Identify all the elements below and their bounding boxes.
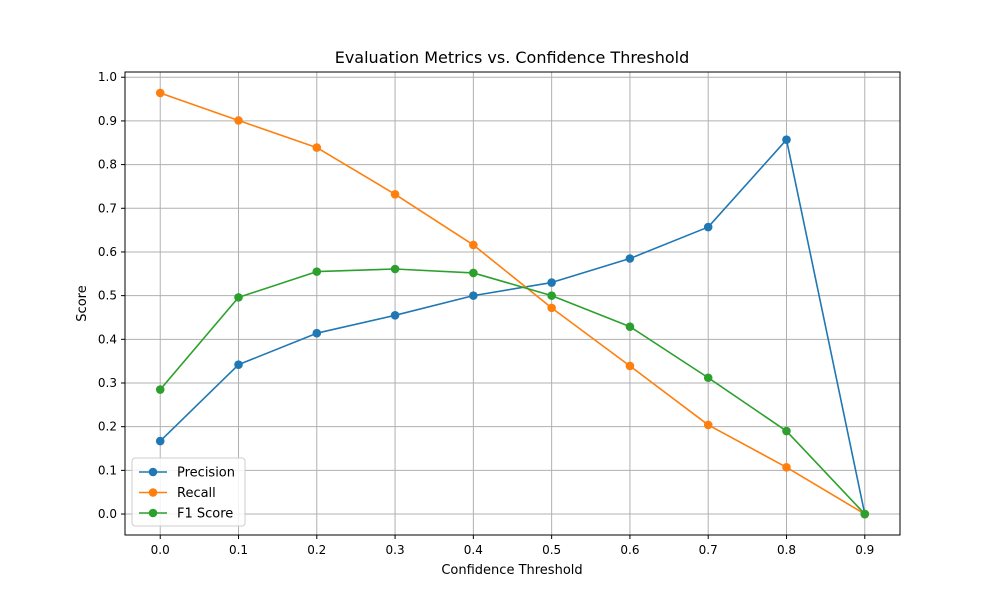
data-point-recall	[782, 462, 791, 472]
legend-marker-f1-score	[148, 508, 158, 518]
y-tick-label: 0.2	[98, 420, 117, 434]
data-point-f1-score	[155, 385, 165, 394]
legend-marker-precision	[148, 467, 158, 477]
y-tick-label: 0.1	[98, 463, 117, 477]
series-lines	[159, 92, 866, 515]
x-axis-label: Confidence Threshold	[441, 563, 582, 578]
x-tick-label: 0.2	[307, 543, 326, 557]
legend-label-recall: Recall	[177, 486, 216, 501]
series-markers	[155, 88, 870, 519]
data-point-precision	[782, 135, 791, 145]
data-point-f1-score	[469, 268, 478, 278]
legend-label-f1-score: F1 Score	[177, 507, 233, 522]
data-point-recall	[703, 420, 713, 430]
y-tick-label: 0.4	[98, 332, 117, 346]
data-point-recall	[625, 361, 635, 371]
data-point-precision	[312, 328, 322, 338]
data-point-f1-score	[234, 293, 243, 302]
data-point-precision	[155, 436, 165, 446]
data-point-recall	[547, 303, 556, 313]
data-point-f1-score	[625, 322, 635, 331]
data-point-f1-score	[703, 373, 713, 383]
y-tick-label: 0.7	[98, 201, 117, 215]
data-point-precision	[547, 278, 556, 287]
plot-area-frame	[124, 71, 901, 536]
legend-box	[131, 457, 246, 527]
y-tick-label: 1.0	[98, 70, 117, 84]
legend-label-precision: Precision	[177, 466, 235, 481]
x-tick-label: 0.5	[542, 543, 561, 557]
y-tick-label: 0.8	[98, 158, 117, 172]
data-point-f1-score	[547, 291, 556, 300]
x-tick-label: 0.1	[229, 543, 248, 557]
series-line-f1-score	[159, 268, 866, 515]
data-point-recall	[312, 143, 322, 152]
x-tick-label: 0.0	[151, 543, 170, 557]
x-tick-label: 0.4	[464, 543, 483, 557]
data-point-recall	[390, 190, 400, 199]
series-line-precision	[159, 138, 866, 515]
legend: Precision Recall F1 Score	[131, 457, 246, 527]
y-axis-label: Score	[75, 285, 90, 321]
y-tick-label: 0.5	[98, 289, 117, 303]
x-tick-label: 0.8	[777, 543, 796, 557]
data-point-precision	[390, 310, 400, 320]
series-line-recall	[159, 92, 866, 515]
data-point-recall	[155, 88, 165, 98]
x-tick-label: 0.3	[386, 543, 405, 557]
data-point-f1-score	[782, 426, 791, 436]
x-tick-label: 0.7	[699, 543, 718, 557]
y-axis-ticks: 0.0 0.1 0.2 0.3 0.4 0.5 0.6 0.7 0.8 0.9 1.0	[98, 70, 125, 521]
data-point-recall	[234, 116, 243, 125]
data-point-precision	[469, 291, 478, 300]
legend-marker-recall	[148, 488, 158, 497]
x-tick-label: 0.9	[855, 543, 874, 557]
y-tick-label: 0.6	[98, 245, 117, 259]
x-axis-ticks: 0.0 0.1 0.2 0.3 0.4 0.5 0.6 0.7 0.8 0.9	[151, 535, 874, 557]
data-point-f1-score	[390, 264, 400, 274]
data-point-recall	[469, 240, 478, 250]
data-point-precision	[703, 222, 713, 232]
data-point-precision	[234, 360, 243, 369]
x-tick-label: 0.6	[620, 543, 639, 557]
y-tick-label: 0.0	[98, 507, 117, 521]
data-point-f1-score	[312, 267, 322, 276]
chart-title: Evaluation Metrics vs. Confidence Thresh…	[335, 48, 690, 67]
data-point-f1-score	[860, 509, 870, 519]
y-tick-label: 0.3	[98, 376, 117, 390]
data-point-precision	[625, 254, 635, 263]
y-tick-label: 0.9	[98, 114, 117, 128]
